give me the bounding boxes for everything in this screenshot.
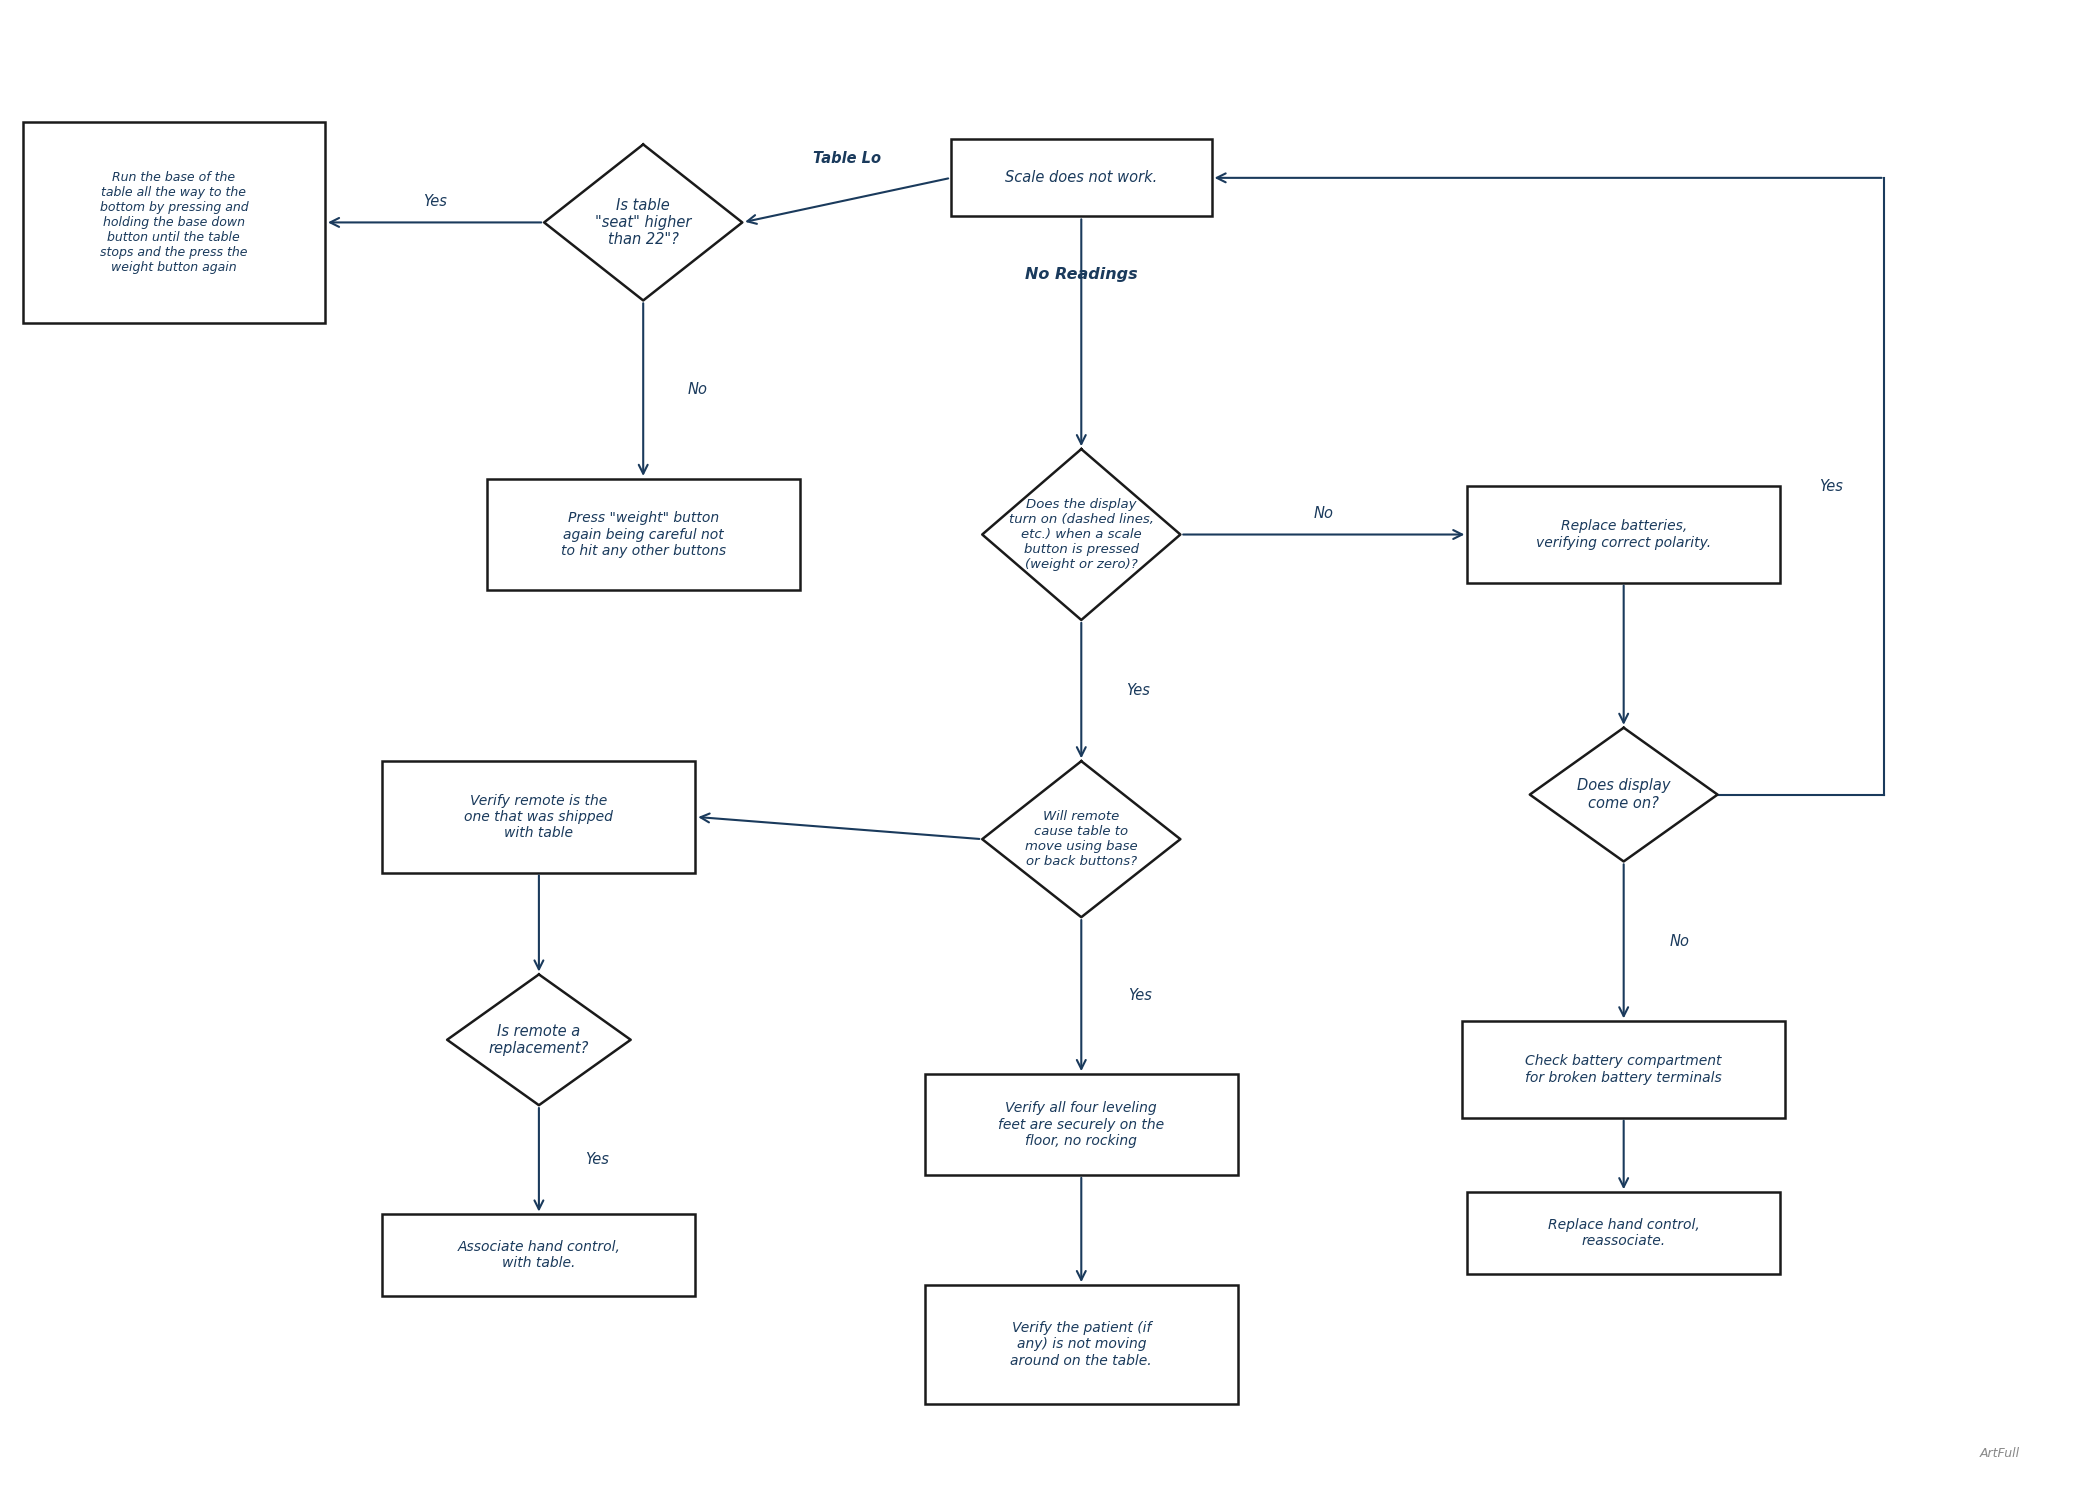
Text: Yes: Yes xyxy=(1128,988,1151,1004)
FancyBboxPatch shape xyxy=(1468,486,1781,584)
Polygon shape xyxy=(447,975,630,1106)
Text: Run the base of the
table all the way to the
bottom by pressing and
holding the : Run the base of the table all the way to… xyxy=(99,171,248,274)
FancyBboxPatch shape xyxy=(382,1215,695,1296)
FancyBboxPatch shape xyxy=(487,478,800,590)
FancyBboxPatch shape xyxy=(924,1074,1237,1174)
Text: Replace hand control,
reassociate.: Replace hand control, reassociate. xyxy=(1548,1218,1699,1248)
Text: ArtFull: ArtFull xyxy=(1980,1448,2020,1461)
Text: Does the display
turn on (dashed lines,
etc.) when a scale
button is pressed
(we: Does the display turn on (dashed lines, … xyxy=(1008,498,1153,572)
Text: Yes: Yes xyxy=(586,1152,609,1167)
Text: Check battery compartment
for broken battery terminals: Check battery compartment for broken bat… xyxy=(1525,1054,1722,1084)
Text: No Readings: No Readings xyxy=(1025,267,1138,282)
Polygon shape xyxy=(983,448,1180,620)
Text: Verify all four leveling
feet are securely on the
floor, no rocking: Verify all four leveling feet are secure… xyxy=(998,1101,1163,1148)
Text: Replace batteries,
verifying correct polarity.: Replace batteries, verifying correct pol… xyxy=(1535,519,1711,549)
FancyBboxPatch shape xyxy=(23,122,326,322)
Text: Table Lo: Table Lo xyxy=(813,152,880,166)
FancyBboxPatch shape xyxy=(382,760,695,873)
Text: Associate hand control,
with table.: Associate hand control, with table. xyxy=(458,1240,620,1270)
FancyBboxPatch shape xyxy=(951,140,1212,216)
Text: Scale does not work.: Scale does not work. xyxy=(1006,171,1157,186)
Text: Yes: Yes xyxy=(1819,478,1842,494)
Text: No: No xyxy=(1670,934,1690,950)
Text: No: No xyxy=(1315,506,1334,520)
Text: Press "weight" button
again being careful not
to hit any other buttons: Press "weight" button again being carefu… xyxy=(561,512,727,558)
Text: Verify the patient (if
any) is not moving
around on the table.: Verify the patient (if any) is not movin… xyxy=(1010,1322,1153,1368)
FancyBboxPatch shape xyxy=(924,1286,1237,1404)
Text: Yes: Yes xyxy=(422,194,447,208)
FancyBboxPatch shape xyxy=(1468,1192,1781,1274)
Text: No: No xyxy=(687,382,708,398)
FancyBboxPatch shape xyxy=(1462,1022,1785,1118)
Polygon shape xyxy=(544,144,741,300)
Text: Will remote
cause table to
move using base
or back buttons?: Will remote cause table to move using ba… xyxy=(1025,810,1138,868)
Text: Yes: Yes xyxy=(1126,682,1149,698)
Text: Is table
"seat" higher
than 22"?: Is table "seat" higher than 22"? xyxy=(594,198,691,248)
Text: Does display
come on?: Does display come on? xyxy=(1577,778,1670,812)
Text: Verify remote is the
one that was shipped
with table: Verify remote is the one that was shippe… xyxy=(464,794,613,840)
Polygon shape xyxy=(1529,728,1718,861)
Polygon shape xyxy=(983,760,1180,916)
Text: Is remote a
replacement?: Is remote a replacement? xyxy=(489,1023,590,1056)
